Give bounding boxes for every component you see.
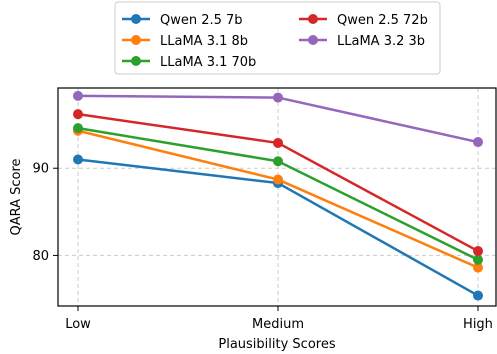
legend-label: LLaMA 3.1 8b (160, 34, 248, 49)
legend-swatch-marker (308, 14, 318, 24)
y-tick-label: 90 (32, 162, 49, 177)
data-point-qwen-2-5-7b (473, 290, 483, 301)
data-point-qwen-2-5-72b (273, 137, 283, 148)
legend-label: LLaMA 3.1 70b (160, 55, 256, 70)
legend-item-llama-3-1-8b: LLaMA 3.1 8b (122, 34, 248, 49)
data-point-llama-3-2-3b (273, 92, 283, 103)
data-point-llama-3-1-8b (473, 262, 483, 273)
legend-label: LLaMA 3.2 3b (337, 34, 425, 49)
x-tick-label: Medium (252, 317, 304, 332)
x-axis-label: Plausibility Scores (218, 337, 335, 352)
data-point-llama-3-2-3b (473, 137, 483, 148)
data-point-llama-3-2-3b (73, 90, 83, 101)
legend-swatch-marker (131, 14, 141, 24)
plot-area: Low Medium High 80 90 (32, 87, 497, 332)
legend: Qwen 2.5 7b LLaMA 3.1 8b LLaMA 3.1 70b Qwen… (114, 1, 441, 75)
legend-label: Qwen 2.5 72b (337, 13, 428, 28)
data-point-qwen-2-5-72b (473, 246, 483, 257)
legend-swatch-marker (308, 35, 318, 45)
data-point-llama-3-1-70b (473, 254, 483, 265)
legend-item-llama-3-2-3b: LLaMA 3.2 3b (299, 34, 425, 49)
legend-swatch-marker (131, 56, 141, 66)
legend-item-llama-3-1-70b: LLaMA 3.1 70b (122, 55, 256, 70)
plot-frame (57, 87, 497, 307)
legend-item-qwen-2-5-72b: Qwen 2.5 72b (299, 13, 428, 28)
x-tick-label: Low (65, 317, 91, 332)
y-tick-label: 80 (32, 249, 49, 264)
x-tick-label: High (463, 317, 493, 332)
data-point-llama-3-1-70b (73, 123, 83, 134)
legend-item-qwen-2-5-7b: Qwen 2.5 7b (122, 13, 243, 28)
legend-frame (114, 1, 441, 75)
data-point-qwen-2-5-7b (73, 154, 83, 165)
legend-label: Qwen 2.5 7b (160, 13, 243, 28)
y-axis-label: QARA Score (9, 158, 24, 235)
data-point-llama-3-1-70b (273, 156, 283, 167)
legend-swatch-marker (131, 35, 141, 45)
data-point-qwen-2-5-72b (73, 109, 83, 120)
data-point-llama-3-1-8b (273, 174, 283, 185)
